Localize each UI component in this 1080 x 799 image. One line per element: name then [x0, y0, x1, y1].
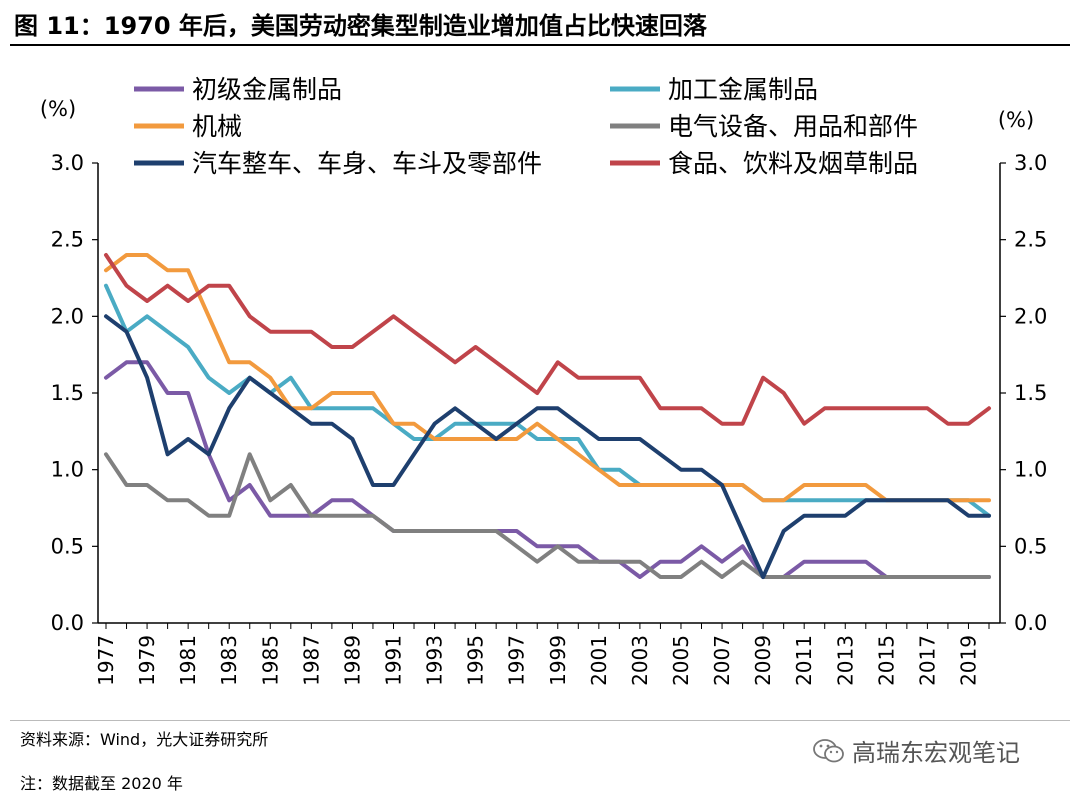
- x-tick-label: 2001: [587, 635, 611, 686]
- wechat-icon: [813, 738, 844, 762]
- note-text: 注：数据截至 2020 年: [20, 774, 183, 793]
- x-tick-label: 2003: [628, 635, 652, 686]
- y-tick-label-left: 0.5: [51, 534, 84, 558]
- watermark: 高瑞东宏观笔记: [812, 733, 1020, 768]
- x-tick-label: 2005: [669, 635, 693, 686]
- x-tick-label: 2017: [915, 635, 939, 686]
- x-tick-label: 2009: [751, 635, 775, 686]
- y-tick-label-left: 2.5: [51, 228, 84, 252]
- x-tick-label: 1997: [505, 635, 529, 686]
- y-axis-label-left: (%): [40, 97, 76, 121]
- series-line-1: [104, 360, 991, 579]
- x-tick-label: 1977: [94, 635, 118, 686]
- legend-label-1: 初级金属制品: [192, 75, 342, 104]
- series-line-2: [104, 283, 991, 518]
- x-tick-label: 1995: [464, 635, 488, 686]
- x-tick-label: 1985: [258, 635, 282, 686]
- y-tick-label-right: 2.0: [1014, 304, 1047, 328]
- x-tick-label: 2007: [710, 635, 734, 686]
- series-line-6: [104, 253, 991, 426]
- x-tick-label: 2015: [874, 635, 898, 686]
- title-divider: [10, 44, 1070, 46]
- x-tick-label: 1983: [217, 635, 241, 686]
- y-tick-label-right: 1.5: [1014, 381, 1047, 405]
- y-tick-label-right: 2.5: [1014, 228, 1047, 252]
- source-text: 资料来源：Wind，光大证券研究所: [20, 730, 269, 749]
- y-tick-label-left: 1.0: [51, 458, 84, 482]
- x-tick-label: 1989: [340, 635, 364, 686]
- line-chart: 0.0 0.0 0.5 0.5 1.0 1.0 1.5 1.5 2.0 2.0 2.5 2.5 3.0 3…: [40, 75, 1048, 686]
- y-tick-label-right: 1.0: [1014, 458, 1047, 482]
- y-tick-label-left: 3.0: [51, 151, 84, 175]
- chart-title: 图 11：1970 年后，美国劳动密集型制造业增加值占比快速回落: [14, 12, 707, 40]
- x-tick-label: 1979: [135, 635, 159, 686]
- y-axis-label-right: (%): [998, 108, 1034, 132]
- watermark-text: 高瑞东宏观笔记: [852, 739, 1020, 767]
- x-tick-label: 1981: [176, 635, 200, 686]
- legend-label-2: 加工金属制品: [668, 75, 818, 104]
- x-tick-label: 1991: [381, 635, 405, 686]
- x-tick-label: 1999: [546, 635, 570, 686]
- y-tick-label-left: 1.5: [51, 381, 84, 405]
- legend-label-6: 食品、饮料及烟草制品: [668, 149, 918, 178]
- x-tick-label: 1993: [423, 635, 447, 686]
- y-tick-label-right: 3.0: [1014, 151, 1047, 175]
- series-line-3: [104, 253, 991, 503]
- y-tick-label-left: 2.0: [51, 304, 84, 328]
- y-tick-label-right: 0.5: [1014, 534, 1047, 558]
- legend-label-5: 汽车整车、车身、车斗及零部件: [192, 149, 542, 178]
- series-line-4: [104, 452, 991, 579]
- x-tick-label: 2011: [792, 635, 816, 686]
- series-line-5: [104, 314, 991, 579]
- legend-label-3: 机械: [192, 112, 242, 141]
- x-tick-label: 1987: [299, 635, 323, 686]
- series-lines-group: [104, 253, 991, 579]
- y-tick-label-left: 0.0: [51, 611, 84, 635]
- footer-divider: [10, 720, 1070, 721]
- x-tick-label: 2013: [833, 635, 857, 686]
- x-tick-label: 2019: [956, 635, 980, 686]
- legend-label-4: 电气设备、用品和部件: [668, 112, 918, 141]
- axes-group: 0.0 0.0 0.5 0.5 1.0 1.0 1.5 1.5 2.0 2.0 2.5 2.5 3.0 3…: [40, 97, 1048, 686]
- y-tick-label-right: 0.0: [1014, 611, 1047, 635]
